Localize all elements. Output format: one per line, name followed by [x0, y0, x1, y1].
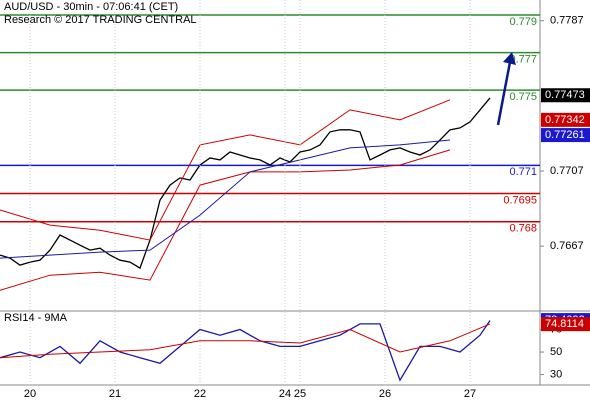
forecast-arrow [496, 61, 512, 126]
level-label: 0.775 [509, 91, 537, 103]
level-label: 0.779 [509, 16, 537, 28]
x-tick-label: 22 [194, 388, 206, 400]
y-tick-label: 30 [550, 368, 562, 380]
price-tag [541, 317, 590, 332]
y-tick-label: 0.7787 [550, 15, 584, 27]
series-line [0, 97, 491, 270]
x-tick-label: 21 [109, 388, 121, 400]
y-tick-label: 0.7707 [550, 165, 584, 177]
forecast-arrowhead [503, 52, 516, 65]
x-tick-label: 27 [464, 388, 476, 400]
x-tick-label: 26 [379, 388, 391, 400]
price-tag-label: 0.77473 [545, 89, 585, 101]
series-line [0, 320, 491, 382]
series-line [0, 99, 451, 241]
price-tag [541, 112, 590, 127]
level-label: 0.771 [509, 166, 537, 178]
series-line [0, 323, 491, 359]
y-tick-label: 0.7667 [550, 240, 584, 252]
price-tag-label: 0.77261 [545, 129, 585, 141]
series-line [0, 149, 451, 291]
price-tag-label: 74.8114 [545, 318, 584, 330]
x-tick-label: 24 [279, 388, 291, 400]
price-tag [541, 88, 590, 103]
rsi-title: RSI14 - 9MA [4, 312, 68, 324]
level-label: 0.777 [509, 54, 537, 66]
chart-subtitle: Research © 2017 TRADING CENTRAL [4, 14, 197, 26]
x-tick-label: 20 [24, 388, 36, 400]
y-tick-label: 50 [550, 346, 562, 358]
level-label: 0.768 [509, 223, 537, 235]
chart-title: AUD/USD - 30min - 07:06:41 (CET) [4, 1, 178, 13]
x-tick-label: 25 [294, 388, 306, 400]
level-label: 0.7695 [503, 194, 537, 206]
price-tag [541, 128, 590, 143]
series-line [0, 139, 451, 259]
price-tag-label: 0.77342 [545, 114, 585, 126]
